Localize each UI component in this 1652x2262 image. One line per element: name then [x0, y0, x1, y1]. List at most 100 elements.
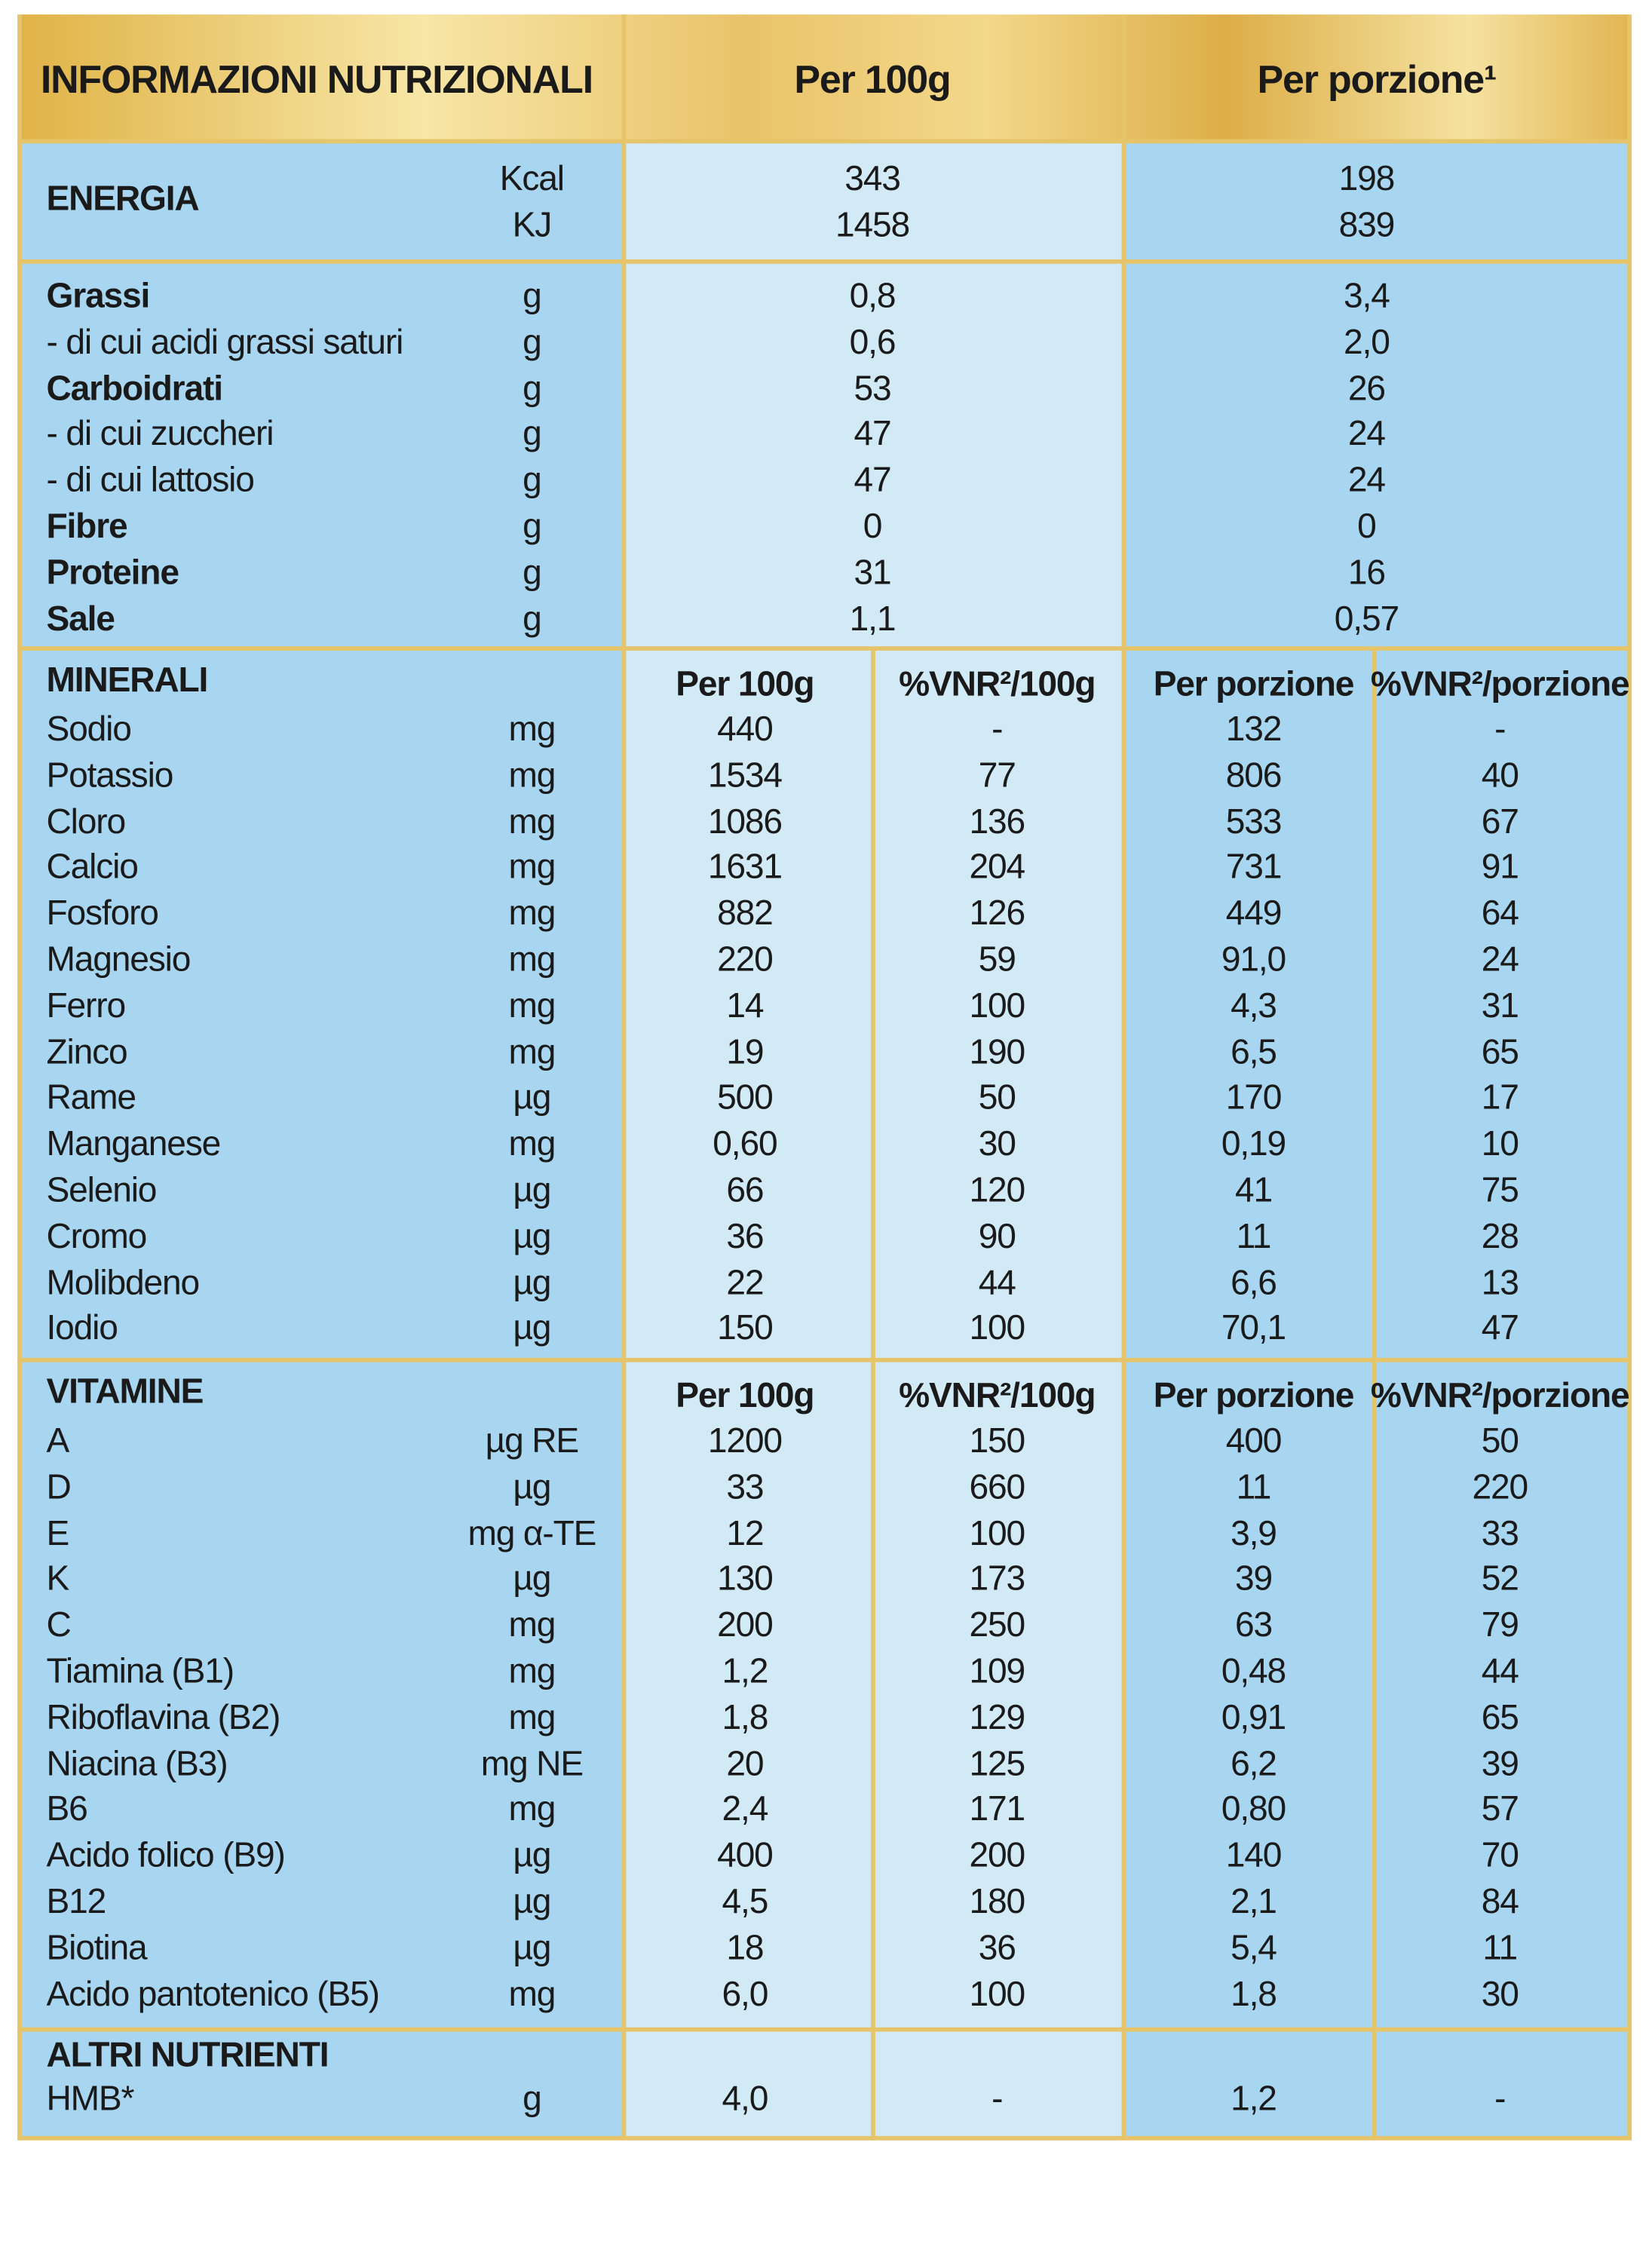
value: - [1494, 2079, 1506, 2119]
value: 6,2 [1231, 1744, 1277, 1784]
nutrient-name: Sodio [46, 710, 132, 749]
divider [20, 1357, 1629, 1362]
value: 1200 [707, 1421, 783, 1461]
column-header: Per 100g [676, 1376, 814, 1416]
value: 66 [726, 1170, 764, 1210]
value: 57 [1481, 1790, 1519, 1830]
value: 65 [1481, 1032, 1519, 1072]
value: 63 [1234, 1605, 1273, 1645]
header-per100g: Per 100g [794, 57, 951, 102]
value: 171 [969, 1790, 1026, 1830]
value: 5,4 [1231, 1928, 1277, 1968]
unit: g [523, 461, 542, 501]
value: 3,4 [1344, 277, 1390, 316]
value: 4,5 [722, 1882, 769, 1922]
value: 0 [863, 507, 883, 547]
value: 6,0 [722, 1974, 769, 2014]
unit: g [523, 553, 542, 593]
value: 11 [1236, 1217, 1272, 1256]
value: 53 [854, 369, 891, 409]
value: 33 [726, 1467, 764, 1507]
unit: g [523, 507, 542, 547]
unit: µg RE [485, 1421, 580, 1461]
value: 59 [978, 940, 1016, 980]
value: 6,5 [1231, 1032, 1277, 1072]
nutrient-name: Cloro [46, 802, 127, 841]
value: 12 [726, 1513, 764, 1553]
unit: µg [513, 1170, 551, 1210]
value: 100 [969, 1974, 1026, 2014]
value: - [992, 2079, 1003, 2119]
column-header: %VNR²/porzione [1370, 1376, 1630, 1416]
value: 1534 [707, 756, 783, 795]
nutrient-name: Zinco [46, 1032, 128, 1072]
nutrient-name: Potassio [46, 756, 174, 795]
nutrient-name: Fosforo [46, 894, 159, 934]
unit: g [523, 277, 542, 316]
value: 33 [1481, 1513, 1519, 1553]
value: 70 [1481, 1836, 1519, 1876]
value: 100 [969, 1513, 1026, 1553]
value: 660 [969, 1467, 1026, 1507]
nutrient-name: Selenio [46, 1170, 158, 1210]
value: 400 [717, 1836, 774, 1876]
value: 1086 [707, 802, 783, 841]
divider [20, 259, 1629, 264]
nutrient-name: Sale [46, 599, 115, 639]
value: 41 [1234, 1170, 1273, 1210]
value: 839 [1338, 205, 1396, 245]
nutrient-name: - di cui zuccheri [46, 415, 274, 455]
nutrient-name: B6 [46, 1790, 88, 1830]
value: 2,0 [1344, 323, 1390, 363]
value: 100 [969, 1309, 1026, 1349]
value: 10 [1481, 1124, 1519, 1164]
unit: mg [508, 1698, 556, 1738]
value: 91 [1481, 848, 1519, 887]
value: 44 [1481, 1652, 1519, 1691]
value: 90 [978, 1217, 1016, 1256]
unit: mg α-TE [467, 1513, 596, 1553]
value: 47 [1481, 1309, 1519, 1349]
value: 1,2 [722, 1652, 769, 1691]
value: 173 [969, 1559, 1026, 1599]
value: 136 [969, 802, 1026, 841]
section-title: VITAMINE [46, 1372, 204, 1411]
nutrient-name: Acido pantotenico (B5) [46, 1974, 380, 2014]
nutrient-name: Acido folico (B9) [46, 1836, 286, 1876]
value: 4,0 [722, 2079, 769, 2119]
value: 533 [1225, 802, 1283, 841]
value: 200 [969, 1836, 1026, 1876]
value: 120 [969, 1170, 1026, 1210]
value: 50 [978, 1078, 1016, 1118]
value: 0,57 [1334, 599, 1399, 639]
divider [871, 648, 875, 2141]
nutrient-name: E [46, 1513, 70, 1553]
value: 65 [1481, 1698, 1519, 1738]
nutrient-name: Fibre [46, 507, 128, 547]
value: 220 [1472, 1467, 1528, 1507]
value: 1458 [835, 205, 910, 245]
value: 47 [854, 461, 891, 501]
value: 30 [978, 1124, 1016, 1164]
value: 24 [1347, 415, 1386, 455]
nutrient-name: Iodio [46, 1309, 118, 1349]
value: 36 [978, 1928, 1016, 1968]
value: 2,4 [722, 1790, 769, 1830]
value: 19 [726, 1032, 764, 1072]
value: 75 [1481, 1170, 1519, 1210]
value: 0,48 [1221, 1652, 1286, 1691]
column-header: %VNR²/100g [899, 665, 1096, 705]
value: 1,1 [849, 599, 896, 639]
value: 190 [969, 1032, 1026, 1072]
unit: µg [513, 1882, 551, 1922]
value: 28 [1481, 1217, 1519, 1256]
value: 40 [1481, 756, 1519, 795]
divider [17, 14, 22, 2141]
value: 17 [1481, 1078, 1519, 1118]
value: 343 [844, 159, 901, 199]
value: 0,91 [1221, 1698, 1286, 1738]
divider [621, 14, 627, 2141]
header-per-portion: Per porzione¹ [1257, 57, 1497, 102]
